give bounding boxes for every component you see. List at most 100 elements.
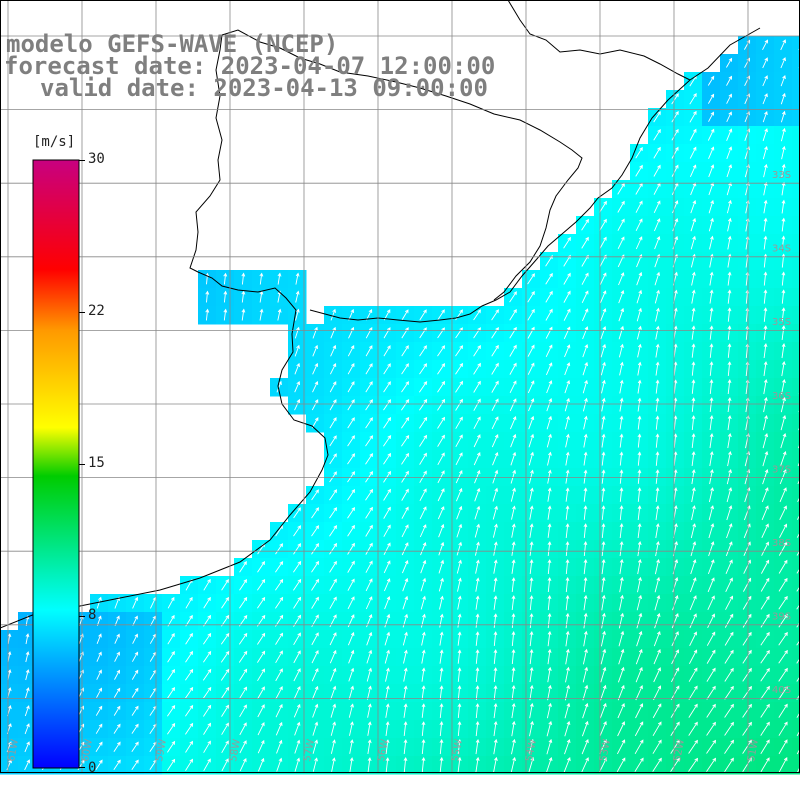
longitude-label: 53W — [598, 738, 613, 762]
wind-arrow — [384, 649, 390, 664]
wind-arrow — [546, 757, 553, 773]
wind-arrow — [511, 720, 516, 737]
wind-arrow — [691, 487, 696, 503]
longitude-label: 54W — [524, 738, 539, 762]
wind-arrow — [779, 487, 787, 503]
wind-arrow — [762, 111, 768, 123]
wind-arrow — [655, 361, 660, 376]
wind-arrow — [547, 577, 552, 593]
wind-arrow — [672, 577, 679, 593]
wind-speed-cell — [792, 252, 800, 271]
wind-arrow — [727, 343, 732, 358]
wind-arrow — [600, 630, 606, 647]
wind-arrow — [655, 451, 660, 466]
wind-arrow — [185, 686, 194, 699]
wind-arrow — [673, 397, 678, 412]
wind-arrow — [727, 289, 732, 304]
wind-arrow — [347, 489, 356, 501]
wind-arrow — [743, 559, 751, 574]
wind-arrow — [634, 757, 644, 772]
colorbar-tick-label: 0 — [88, 760, 97, 776]
wind-arrow — [132, 596, 139, 609]
wind-arrow — [474, 523, 481, 538]
wind-arrow — [672, 200, 679, 214]
wind-arrow — [547, 594, 552, 611]
wind-arrow — [348, 649, 355, 664]
wind-arrow — [349, 739, 354, 754]
wind-arrow — [96, 687, 102, 698]
wind-arrow — [365, 578, 373, 592]
wind-arrow — [294, 721, 301, 736]
wind-arrow — [167, 669, 176, 681]
wind-arrow — [223, 308, 228, 321]
wind-arrow — [455, 380, 464, 393]
wind-arrow — [778, 667, 788, 682]
wind-arrow — [420, 595, 426, 610]
wind-arrow — [742, 703, 752, 718]
wind-arrow — [294, 398, 301, 411]
wind-speed-cell — [792, 36, 800, 55]
wind-arrow — [438, 523, 445, 538]
wind-arrow — [439, 667, 444, 682]
wind-arrow — [437, 345, 446, 357]
wind-arrow — [546, 433, 552, 448]
wind-arrow — [778, 595, 788, 610]
wind-arrow — [707, 613, 715, 629]
wind-arrow — [457, 577, 462, 592]
wind-arrow — [24, 759, 30, 771]
wind-arrow — [583, 487, 588, 502]
wind-arrow — [670, 757, 680, 772]
wind-arrow — [601, 451, 606, 466]
wind-arrow — [637, 523, 642, 539]
wind-arrow — [706, 721, 716, 736]
wind-arrow — [706, 667, 716, 682]
wind-arrow — [493, 649, 498, 664]
wind-arrow — [564, 344, 571, 358]
wind-arrow — [330, 344, 337, 357]
wind-arrow — [437, 380, 445, 393]
wind-arrow — [473, 309, 481, 321]
wind-arrow — [796, 549, 800, 556]
wind-arrow — [565, 487, 570, 502]
wind-arrow — [760, 595, 770, 610]
wind-arrow — [276, 380, 282, 393]
wind-arrow — [708, 217, 714, 232]
wind-arrow — [655, 487, 660, 502]
wind-arrow — [257, 686, 265, 700]
wind-arrow — [185, 740, 193, 753]
wind-arrow — [493, 685, 498, 701]
longitude-label: 56W — [376, 738, 391, 762]
wind-speed-cell — [792, 144, 800, 163]
wind-arrow — [367, 739, 372, 754]
wind-arrow — [365, 524, 373, 537]
wind-arrow — [493, 613, 498, 628]
wind-arrow — [635, 703, 644, 719]
wind-arrow — [114, 633, 120, 644]
wind-arrow — [763, 199, 768, 214]
wind-arrow — [401, 506, 409, 519]
wind-arrow — [383, 488, 391, 501]
wind-arrow — [95, 741, 103, 752]
wind-arrow — [547, 559, 552, 575]
wind-arrow — [581, 236, 589, 249]
wind-arrow — [763, 325, 768, 340]
wind-arrow — [113, 723, 121, 734]
wind-arrow — [565, 630, 570, 647]
wind-arrow — [511, 702, 516, 719]
wind-arrow — [547, 684, 552, 701]
wind-arrow — [671, 110, 679, 123]
wind-arrow — [797, 513, 800, 520]
wind-arrow — [655, 469, 660, 484]
wind-arrow — [778, 739, 788, 755]
wind-speed-cell — [792, 54, 800, 73]
wind-arrow — [384, 596, 391, 610]
wind-arrow — [706, 685, 716, 700]
lat-lon-grid — [0, 0, 800, 772]
wind-arrow — [654, 289, 660, 304]
wind-arrow — [655, 307, 660, 322]
wind-arrow — [403, 703, 408, 718]
wind-arrow — [383, 417, 392, 429]
wind-arrow — [796, 567, 800, 574]
wind-arrow — [295, 272, 300, 285]
